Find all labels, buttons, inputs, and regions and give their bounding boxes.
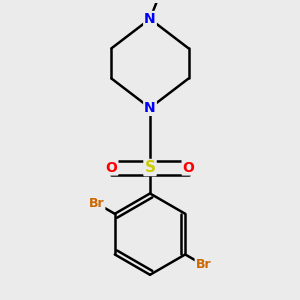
Text: Br: Br xyxy=(196,259,211,272)
Text: N: N xyxy=(144,12,156,26)
Text: Br: Br xyxy=(89,197,104,210)
Text: N: N xyxy=(144,101,156,115)
Text: S: S xyxy=(145,160,155,175)
Text: O: O xyxy=(106,160,117,175)
Text: O: O xyxy=(183,160,194,175)
